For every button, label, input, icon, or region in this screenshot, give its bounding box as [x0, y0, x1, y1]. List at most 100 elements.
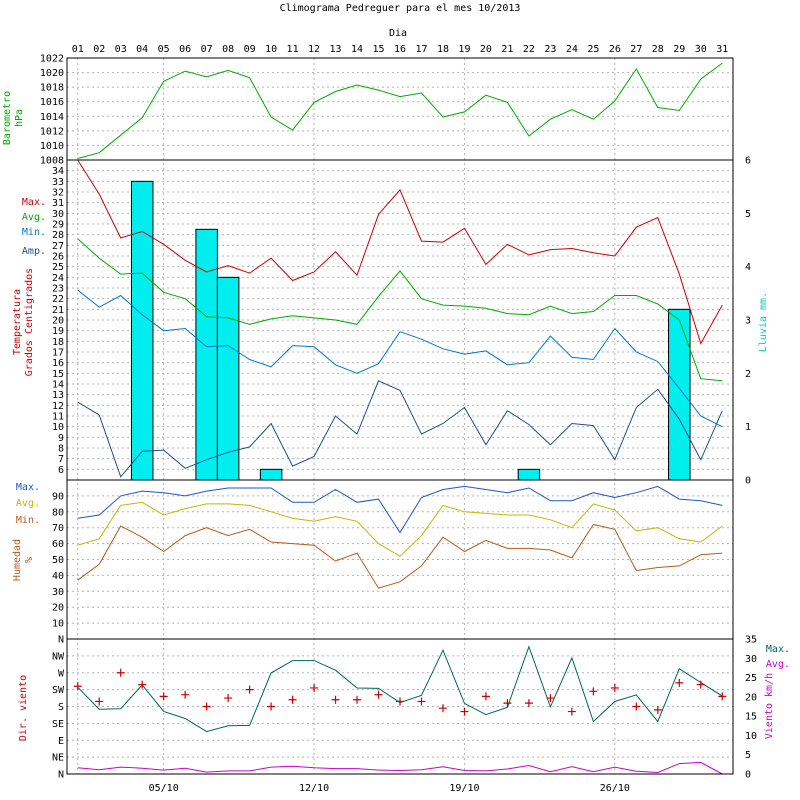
- data-series: [73, 62, 727, 775]
- wind-direction-marker: [202, 702, 211, 711]
- temp-tick-label: 7: [58, 454, 64, 465]
- day-label: 14: [351, 44, 363, 55]
- wind-legend-avg: Avg.: [766, 659, 790, 670]
- rain-tick-label: 3: [745, 316, 751, 327]
- wind-direction-marker: [396, 697, 404, 706]
- temp-ylabel-line2: Grados Centigrados: [24, 268, 35, 376]
- temp-tick-label: 13: [52, 390, 64, 401]
- wind-direction-marker: [159, 692, 168, 701]
- wind-direction-marker: [353, 695, 362, 704]
- humidity-tick-label: 30: [52, 587, 64, 598]
- wind-dir-ylabel-text: Dir. viento: [18, 675, 29, 741]
- temp-tick-label: 11: [52, 412, 64, 423]
- temp-ylabel: Temperatura Grados Centigrados: [12, 268, 35, 376]
- wind-speed-tick-label: 25: [745, 673, 757, 684]
- day-label: 03: [115, 44, 127, 55]
- wind-direction-marker: [181, 690, 190, 699]
- rain-bars: [130, 180, 691, 481]
- wind-direction-marker: [310, 683, 319, 692]
- wind-direction-marker: [675, 678, 684, 687]
- day-label: 05: [158, 44, 170, 55]
- wind-series-line-wind_avg: [77, 761, 723, 775]
- wind-direction-label: N: [58, 635, 64, 646]
- humidity-tick-label: 80: [52, 507, 64, 518]
- hum-legend-avg: Avg.: [16, 498, 40, 509]
- humidity-tick-label: 70: [52, 523, 64, 534]
- temp-tick-label: 30: [52, 209, 64, 220]
- temp-tick-label: 21: [52, 305, 64, 316]
- wind-direction-marker: [73, 682, 82, 691]
- wind-legend-max: Max.: [766, 644, 790, 655]
- rain-ylabel: Lluvia mm.: [758, 292, 769, 352]
- wind-speed-tick-label: 10: [745, 731, 757, 742]
- wind-direction-marker: [438, 704, 447, 713]
- rain-bar: [259, 468, 283, 481]
- temp-tick-label: 9: [58, 433, 64, 444]
- wind-direction-label: SE: [52, 719, 64, 730]
- baro-ylabel-line2: hPa: [14, 109, 25, 127]
- temp-tick-label: 23: [52, 284, 64, 295]
- wind-speed-tick-label: 0: [745, 770, 751, 781]
- temp-tick-label: 32: [52, 188, 64, 199]
- temp-series-line-avg: [77, 238, 723, 382]
- rain-tick-label: 1: [745, 422, 751, 433]
- wind-direction-marker: [267, 702, 276, 711]
- wind-direction-marker: [718, 692, 727, 701]
- temp-ylabel-line1: Temperatura: [12, 289, 23, 355]
- wind-direction-marker: [546, 694, 555, 703]
- wind-direction-marker: [138, 680, 147, 689]
- wind-speed-tick-label: 20: [745, 692, 757, 703]
- baro-tick-label: 1016: [40, 97, 64, 108]
- wind-direction-marker: [481, 692, 490, 701]
- day-label: 15: [372, 44, 384, 55]
- humidity-tick-label: 40: [52, 571, 64, 582]
- wind-direction-marker: [524, 699, 533, 708]
- humidity-series-line-hum_avg: [77, 501, 723, 557]
- day-label: 27: [630, 44, 642, 55]
- temp-tick-label: 22: [52, 294, 64, 305]
- day-label: 04: [136, 44, 148, 55]
- day-label: 09: [244, 44, 256, 55]
- temp-tick-label: 20: [52, 316, 64, 327]
- day-label: 26: [609, 44, 621, 55]
- temp-tick-label: 27: [52, 241, 64, 252]
- temp-series-line-max: [77, 159, 723, 345]
- temp-tick-label: 28: [52, 230, 64, 241]
- baro-tick-label: 1012: [40, 126, 64, 137]
- rain-bar: [216, 276, 240, 481]
- humidity-tick-label: 10: [52, 619, 64, 630]
- wind-direction-marker: [610, 683, 619, 692]
- wind-speed-tick-label: 35: [745, 635, 757, 646]
- day-label: 02: [93, 44, 105, 55]
- temp-tick-label: 34: [52, 166, 64, 177]
- rain-bar: [130, 180, 154, 481]
- temp-tick-label: 12: [52, 401, 64, 412]
- temp-series-line-min: [77, 289, 723, 428]
- axis-labels: 01 02 03 04 05 06 07 08 09 10 11 12 13 14 15 16 17 18 19 20…: [40, 44, 757, 794]
- temp-tick-label: 29: [52, 220, 64, 231]
- temp-tick-label: 25: [52, 262, 64, 273]
- temp-tick-label: 19: [52, 326, 64, 337]
- day-label: 08: [222, 44, 234, 55]
- date-label: 05/10: [149, 783, 179, 794]
- wind-direction-marker: [374, 690, 383, 699]
- rain-bar: [668, 308, 691, 481]
- wind-direction-marker: [696, 680, 705, 689]
- day-label: 28: [652, 44, 664, 55]
- day-label: 18: [437, 44, 449, 55]
- wind-direction-marker: [245, 685, 254, 694]
- baro-tick-label: 1020: [40, 68, 64, 79]
- day-label: 06: [179, 44, 191, 55]
- rain-bar: [195, 228, 218, 481]
- day-label: 01: [72, 44, 84, 55]
- temp-legend-max: Max.: [22, 197, 46, 208]
- rain-ylabel-text: Lluvia mm.: [758, 292, 769, 352]
- baro-tick-label: 1008: [40, 156, 64, 167]
- wind-dir-ylabel: Dir. viento: [18, 675, 29, 741]
- wind-speed-tick-label: 30: [745, 654, 757, 665]
- day-label: 25: [587, 44, 599, 55]
- wind-direction-marker: [95, 697, 104, 706]
- wind-direction-label: W: [58, 668, 65, 679]
- wind-direction-marker: [116, 668, 125, 677]
- hum-legend-max: Max.: [16, 482, 40, 493]
